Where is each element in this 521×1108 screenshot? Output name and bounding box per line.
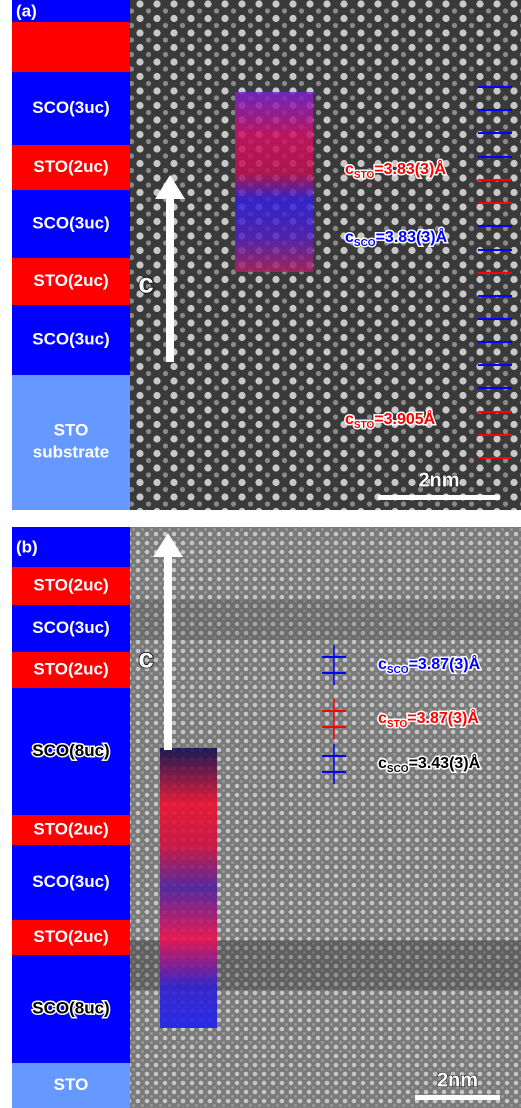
annotation-value: =3.83(3)Å — [374, 159, 446, 178]
panel-label: (b) — [16, 537, 38, 556]
scale-label: 2nm — [418, 469, 459, 491]
layer-label: STO(2uc) — [33, 659, 108, 678]
annotation-subscript: STO — [354, 170, 375, 181]
layer-label: STO(2uc) — [33, 271, 108, 290]
axis-label: c — [138, 642, 154, 673]
layer-label: SCO(8uc) — [32, 998, 109, 1017]
scale-label: 2nm — [437, 1069, 478, 1091]
annotation-value: =3.83(3)Å — [376, 227, 448, 246]
annotation-subscript: SCO — [387, 764, 409, 775]
layer-label: SCO(3uc) — [32, 329, 109, 348]
stem-image — [130, 0, 521, 510]
layer-label: STO(2uc) — [33, 157, 108, 176]
annotation-subscript: SCO — [387, 665, 409, 676]
annotation-symbol: c — [345, 229, 354, 246]
figure: SCO(3uc) STO(2uc) SCO(3uc) STO(2uc) SCO(3uc)… — [0, 0, 521, 1108]
annotation-subscript: STO — [354, 420, 375, 431]
annotation-symbol: c — [345, 411, 354, 428]
scale-bar — [415, 1095, 500, 1100]
layer-label: STO(2uc) — [33, 927, 108, 946]
annotation-value: =3.905Å — [374, 409, 435, 428]
panel-label: (a) — [16, 1, 37, 20]
layer-label: SCO(3uc) — [32, 872, 109, 891]
annotation-symbol: c — [345, 161, 354, 178]
eels-map — [160, 748, 217, 1028]
layer-label: STO — [54, 1075, 89, 1094]
annotation-symbol: c — [378, 710, 387, 727]
annotation-value: =3.87(3)Å — [409, 654, 481, 673]
scale-bar — [378, 495, 500, 500]
annotation-value: =3.87(3)Å — [407, 708, 479, 727]
stem-band — [130, 600, 521, 640]
layer-label: STO(2uc) — [33, 819, 108, 838]
annotation-symbol: c — [378, 755, 387, 772]
layer-label: SCO(3uc) — [32, 213, 109, 232]
annotation-subscript: SCO — [354, 238, 376, 249]
eels-map — [235, 92, 313, 272]
layer — [12, 22, 130, 72]
layer-label: SCO(3uc) — [32, 618, 109, 637]
layer-label: SCO(8uc) — [32, 741, 109, 760]
annotation-value: =3.43(3)Å — [409, 753, 481, 772]
annotation-subscript: STO — [387, 719, 408, 730]
axis-label: c — [138, 267, 154, 298]
layer-label: STO(2uc) — [33, 575, 108, 594]
layer-label: SCO(3uc) — [32, 98, 109, 117]
annotation-symbol: c — [378, 656, 387, 673]
